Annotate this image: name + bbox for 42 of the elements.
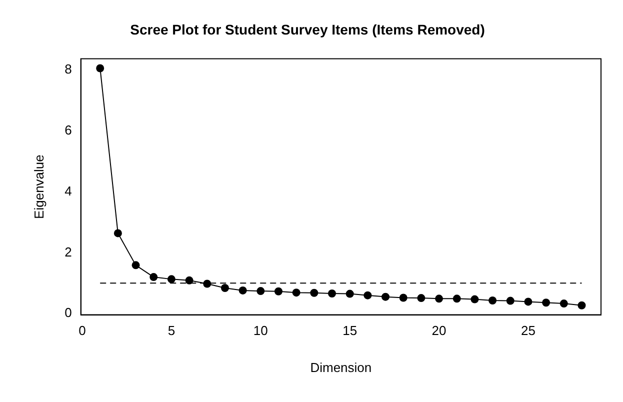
point — [488, 296, 497, 304]
y-tick-label: 6 — [64, 122, 72, 138]
point — [310, 288, 318, 297]
point — [560, 300, 568, 308]
point — [167, 275, 176, 284]
point — [220, 284, 229, 292]
point — [346, 290, 354, 298]
point — [399, 294, 408, 302]
x-tick-label: 25 — [520, 323, 536, 338]
y-tick-label: 4 — [64, 183, 72, 198]
point — [578, 301, 586, 310]
point — [256, 287, 265, 296]
point — [364, 291, 372, 300]
point — [203, 280, 212, 288]
point — [328, 289, 336, 298]
point — [417, 294, 426, 302]
point — [452, 294, 461, 303]
point — [435, 294, 444, 303]
x-tick-label: 5 — [168, 323, 176, 338]
x-tick-label: 20 — [432, 323, 446, 338]
point — [132, 261, 140, 270]
point — [382, 292, 390, 301]
point — [96, 64, 104, 72]
x-tick-label: 0 — [78, 323, 86, 338]
point — [114, 229, 122, 238]
y-axis-title: Eigenvalue — [31, 154, 46, 219]
point — [542, 298, 550, 307]
y-tick-label: 2 — [64, 244, 72, 260]
x-tick-label: 10 — [253, 323, 268, 338]
x-axis-title: Dimension — [310, 360, 372, 375]
y-tick-label: 8 — [64, 62, 72, 77]
point — [274, 287, 282, 296]
point — [238, 286, 247, 294]
point — [506, 296, 514, 305]
point — [185, 276, 194, 284]
point — [150, 273, 158, 282]
point — [292, 288, 300, 297]
chart-title: Scree Plot for Student Survey Items (Items Removed) — [130, 21, 485, 38]
y-tick-label: 0 — [64, 305, 72, 320]
x-tick-label: 15 — [342, 323, 358, 338]
point — [524, 298, 532, 306]
point — [470, 295, 479, 304]
